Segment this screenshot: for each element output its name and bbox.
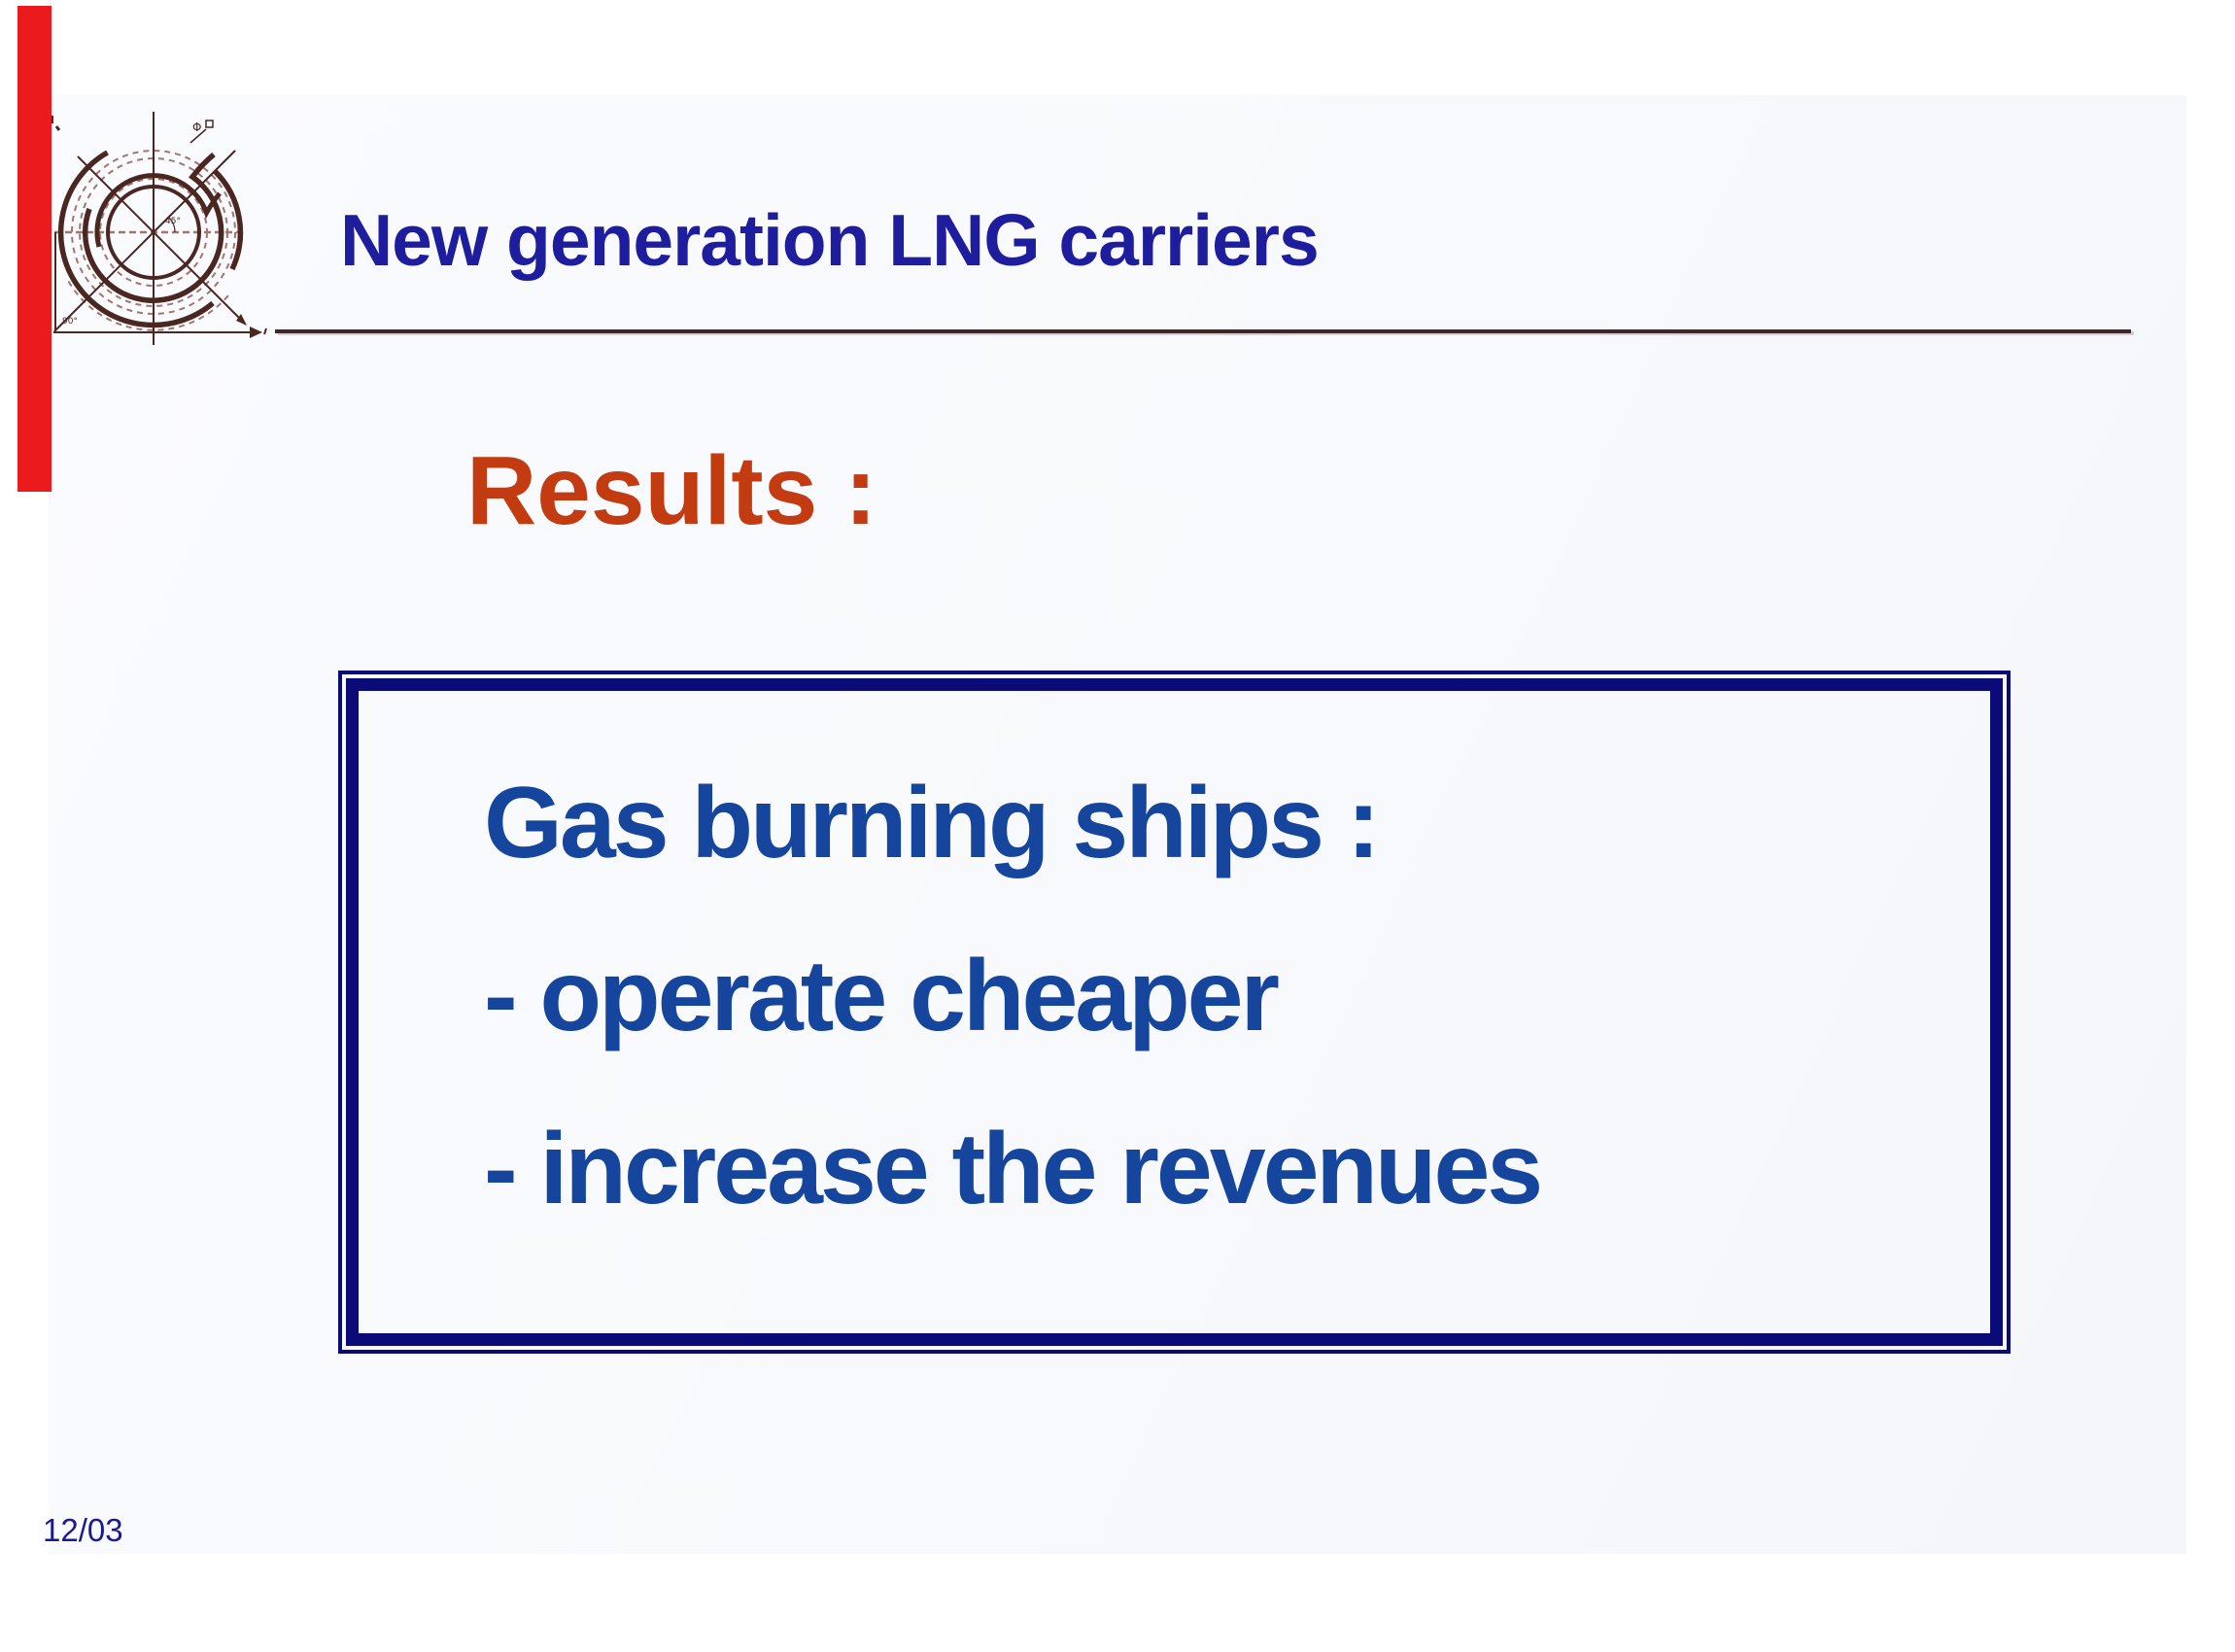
phi-square-mark — [205, 120, 214, 128]
result-line: Gas burning ships : — [484, 767, 1381, 879]
slide-title: New generation LNG carriers — [340, 199, 1320, 281]
company-logo-technical-drawing: Φ 45° 90° — [52, 112, 267, 345]
slide-canvas — [49, 95, 2186, 1554]
angle-45-label: 45° — [165, 217, 181, 226]
slide-date: 12/03 — [43, 1512, 123, 1548]
result-line: - operate cheaper — [484, 940, 1280, 1052]
header-rule — [275, 329, 2131, 333]
results-heading: Results : — [466, 436, 877, 545]
result-line: - increase the revenues — [484, 1113, 1543, 1225]
results-box-inner: Gas burning ships : - operate cheaper - … — [346, 678, 2003, 1346]
angle-90-label: 90° — [62, 317, 78, 327]
logo-crosshair-lines — [53, 112, 247, 345]
phi-label: Φ — [192, 120, 201, 134]
logo-annotations: Φ 45° 90° — [62, 120, 214, 327]
logo-axis-lines — [52, 116, 267, 338]
red-accent-bar — [17, 6, 52, 492]
results-box: Gas burning ships : - operate cheaper - … — [338, 671, 2011, 1354]
logo-volute-arcs — [57, 150, 244, 328]
